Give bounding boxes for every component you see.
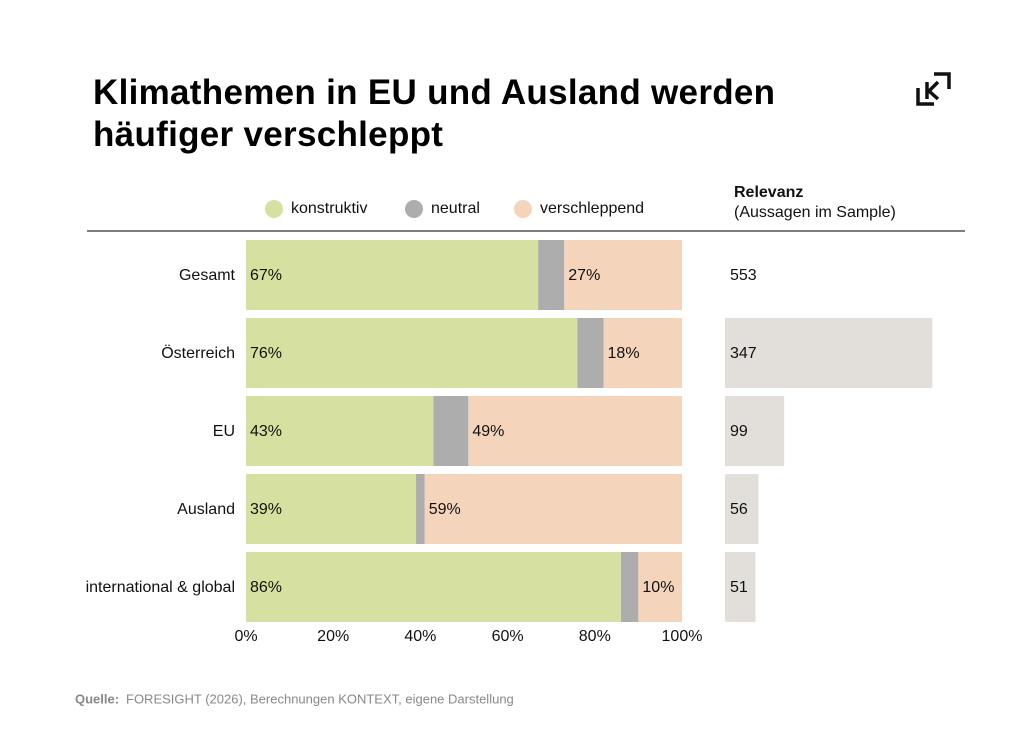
x-tick-label: 40%	[404, 628, 436, 645]
bar-segment	[538, 240, 565, 310]
x-tick-label: 20%	[317, 628, 349, 645]
value-label: 10%	[642, 579, 674, 596]
bar-segment	[246, 318, 578, 388]
x-tick-label: 0%	[234, 628, 257, 645]
relevance-bar	[725, 318, 933, 388]
value-label: 43%	[250, 423, 282, 440]
logo-corner	[934, 72, 951, 89]
value-label: 49%	[472, 423, 504, 440]
x-tick-label: 60%	[492, 628, 524, 645]
value-label: 27%	[568, 267, 600, 284]
relevance-label: 99	[730, 423, 748, 440]
relevance-label: 51	[730, 579, 748, 596]
relevance-label: 56	[730, 501, 748, 518]
legend-marker	[265, 200, 283, 218]
legend-marker	[514, 200, 532, 218]
relevance-label: 347	[730, 345, 757, 362]
bar-segment	[603, 318, 682, 388]
value-label: 18%	[608, 345, 640, 362]
relevance-bar	[725, 474, 759, 544]
bar-segment	[246, 396, 434, 466]
side-title: Relevanz	[734, 184, 803, 201]
category-label: Gesamt	[179, 267, 236, 284]
bar-segment	[246, 474, 417, 544]
bar-segment	[620, 552, 639, 622]
legend-label: neutral	[431, 200, 480, 217]
legend-label: konstruktiv	[291, 200, 367, 217]
bar-segment	[246, 552, 621, 622]
value-label: 67%	[250, 267, 282, 284]
bar-segment	[416, 474, 425, 544]
bar-segment	[577, 318, 604, 388]
value-label: 86%	[250, 579, 282, 596]
legend-marker	[405, 200, 423, 218]
category-label: international & global	[86, 579, 235, 596]
value-label: 39%	[250, 501, 282, 518]
bar-segment	[424, 474, 682, 544]
logo	[916, 72, 951, 106]
legend-label: verschleppend	[540, 200, 644, 217]
source-label: Quelle:	[75, 691, 119, 706]
category-label: Ausland	[177, 501, 235, 518]
relevance-bar	[725, 552, 756, 622]
source-text: FORESIGHT (2026), Berechnungen KONTEXT, …	[126, 691, 514, 706]
x-tick-label: 100%	[662, 628, 703, 645]
category-label: EU	[213, 423, 235, 440]
logo-corner	[916, 88, 934, 106]
bar-segment	[468, 396, 682, 466]
bar-segment	[433, 396, 469, 466]
x-tick-label: 80%	[579, 628, 611, 645]
relevance-label: 553	[730, 267, 757, 284]
value-label: 59%	[429, 501, 461, 518]
value-label: 76%	[250, 345, 282, 362]
logo-k	[925, 80, 940, 101]
relevance-bar	[725, 396, 785, 466]
chart-title: Klimathemen in EU und Ausland werden häu…	[93, 73, 776, 154]
bar-segment	[564, 240, 682, 310]
bar-segment	[246, 240, 539, 310]
bar-segment	[638, 552, 682, 622]
side-subtitle: (Aussagen im Sample)	[734, 204, 896, 221]
category-label: Österreich	[161, 344, 235, 362]
